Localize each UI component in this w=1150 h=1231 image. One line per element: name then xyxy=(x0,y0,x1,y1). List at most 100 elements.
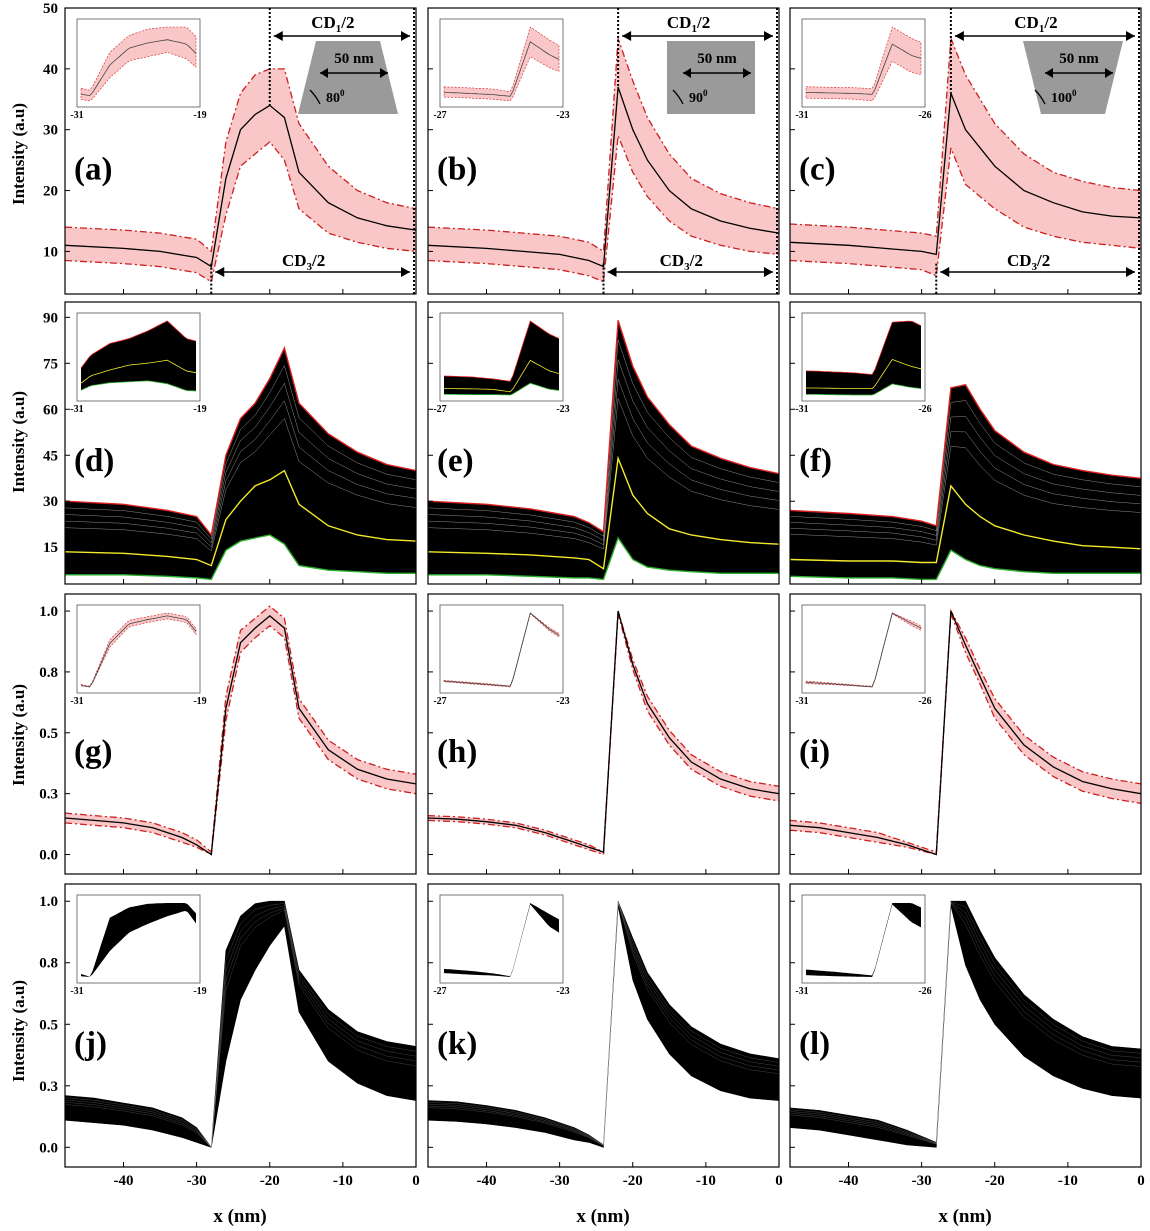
trace-bundle xyxy=(790,900,1141,1148)
mean-line xyxy=(790,92,1141,256)
inset: -31 -26 xyxy=(795,604,932,707)
inset-min-line xyxy=(443,382,560,396)
panel-label: (c) xyxy=(799,152,836,188)
plot-area xyxy=(790,900,1141,1148)
panel-frame xyxy=(427,593,780,875)
panel-label: (l) xyxy=(799,1026,830,1062)
trace-line xyxy=(65,400,416,548)
panel-label: (a) xyxy=(74,152,112,188)
cd3-label: CD3/2 xyxy=(1007,251,1050,273)
cd1-arrowhead-left xyxy=(622,31,632,41)
x-tick-label: -30 xyxy=(187,1173,207,1189)
inset-tick-left: -31 xyxy=(70,696,83,707)
inset-mean-line xyxy=(80,359,197,384)
panel-label: (e) xyxy=(437,443,474,479)
y-tick-label: 20 xyxy=(43,184,58,200)
cd3-half: /2 xyxy=(1036,251,1050,270)
inset: -31 -19 xyxy=(70,312,207,415)
cd1-subscript: 1 xyxy=(336,23,342,35)
plot-area xyxy=(790,384,1141,581)
trace-line xyxy=(65,382,416,544)
panel-label: (b) xyxy=(437,152,477,188)
trace-line xyxy=(428,902,779,1146)
inset-mean-line xyxy=(806,359,922,389)
y-tick-label: 40 xyxy=(43,62,58,78)
inset-tick-left: -31 xyxy=(70,986,83,997)
plot-area xyxy=(65,68,416,283)
inset-tick-left: -27 xyxy=(433,110,446,121)
panel-frame xyxy=(64,593,417,875)
panel-frame xyxy=(64,883,417,1168)
angle-arc xyxy=(309,89,321,105)
inset-tick-left: -27 xyxy=(433,404,446,415)
max-trace-line xyxy=(428,320,779,534)
cd3-arrowhead-left xyxy=(607,267,617,277)
angle-degree: 0 xyxy=(1072,88,1077,98)
y-tick-label: 1.0 xyxy=(39,894,58,910)
inset-tick-right: -23 xyxy=(556,696,569,707)
mean-line xyxy=(65,615,416,856)
inset-min-line xyxy=(806,383,922,396)
width-label: 50 nm xyxy=(1059,51,1099,67)
panel-frame xyxy=(427,7,780,295)
inset-frame xyxy=(439,894,564,984)
lower-bound-line xyxy=(790,613,1141,856)
sidewall-shape xyxy=(667,41,755,114)
inset: -31 -26 xyxy=(795,18,932,121)
inset-frame xyxy=(801,604,926,694)
x-tick-label: -20 xyxy=(985,1173,1005,1189)
panel-l: -40 -30 -20 -10 0 (l) -31 -26 xyxy=(789,883,1145,1189)
inset-tick-right: -19 xyxy=(193,696,206,707)
panel-label: (f) xyxy=(799,443,832,479)
inset-tick-left: -31 xyxy=(795,404,808,415)
inset-mean-line xyxy=(80,615,197,688)
trace-bundle xyxy=(790,384,1141,580)
trace-line xyxy=(428,902,779,1146)
inset-trace-bundle xyxy=(444,321,559,395)
x-tick-label: -30 xyxy=(912,1173,932,1189)
max-trace-line xyxy=(790,384,1141,527)
cd3-subscript: 3 xyxy=(1032,261,1038,273)
inset-band xyxy=(443,26,560,102)
trace-line xyxy=(65,907,416,1148)
inset-band xyxy=(805,612,922,688)
panel-f: (f) -31 -26 xyxy=(789,301,1142,585)
cd3-half: /2 xyxy=(311,251,325,270)
y-tick-label: 30 xyxy=(43,494,58,510)
inset-band xyxy=(805,26,922,102)
y-tick-label: 0.8 xyxy=(39,956,58,972)
y-tick-label: 15 xyxy=(43,540,58,556)
panel-g: 0.0 0.3 0.5 0.8 1.0 (g) -31 -19 xyxy=(39,593,417,875)
y-tick-label: 0.3 xyxy=(39,1079,58,1095)
cd1-subscript: 1 xyxy=(1039,23,1045,35)
inset-tick-right: -19 xyxy=(193,986,206,997)
angle-arc xyxy=(1034,89,1046,105)
y-tick-label: 90 xyxy=(43,310,58,326)
confidence-band xyxy=(65,68,416,282)
plot-area xyxy=(790,608,1141,856)
cd3-arrowhead-left xyxy=(940,267,950,277)
x-tick-label: -10 xyxy=(696,1173,716,1189)
mean-trace-line xyxy=(65,469,416,567)
x-tick-label: -20 xyxy=(623,1173,643,1189)
inset-mean-line xyxy=(443,359,560,393)
trace-line xyxy=(790,400,1141,531)
inset-mean-line xyxy=(444,41,560,97)
panel-label: (d) xyxy=(74,443,114,479)
plot-area xyxy=(65,900,416,1149)
x-tick-label: -10 xyxy=(333,1173,353,1189)
inset-mean-line xyxy=(80,39,197,97)
upper-bound-line xyxy=(65,68,416,253)
x-tick-label: -40 xyxy=(114,1173,134,1189)
panel-label: (i) xyxy=(799,734,830,770)
panel-frame xyxy=(427,883,780,1168)
inset-tick-right: -19 xyxy=(193,110,206,121)
cd1-half: /2 xyxy=(1043,13,1057,32)
plot-area xyxy=(428,320,779,581)
inset-tick-right: -23 xyxy=(556,404,569,415)
inset: -27 -23 xyxy=(433,604,570,707)
inset-max-line xyxy=(80,320,197,369)
upper-bound-line xyxy=(790,38,1141,237)
inset-tick-left: -31 xyxy=(795,110,808,121)
inset-band xyxy=(443,612,560,688)
